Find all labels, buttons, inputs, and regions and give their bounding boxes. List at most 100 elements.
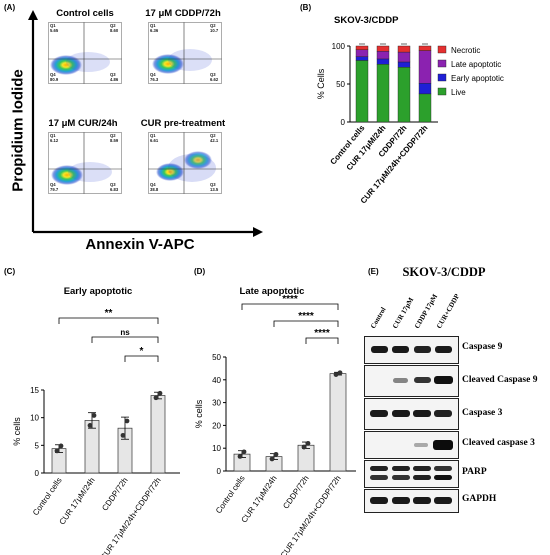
q4-label: Q4 bbox=[50, 182, 56, 187]
y-tick-label: 0 bbox=[341, 118, 346, 127]
panel-label-a: (A) bbox=[4, 3, 16, 12]
band bbox=[433, 440, 453, 450]
data-point bbox=[241, 449, 247, 455]
y-tick-label: 0 bbox=[35, 469, 40, 478]
q1-value: 5.65 bbox=[50, 27, 59, 33]
q2-label: Q2 bbox=[110, 23, 116, 28]
protein-label-gapdh: GAPDH bbox=[462, 494, 497, 504]
bar-segment bbox=[376, 58, 390, 65]
significance-bracket bbox=[124, 355, 159, 362]
bar-segment bbox=[397, 45, 411, 53]
legend-swatch bbox=[437, 59, 447, 68]
q2-value: 42.1 bbox=[210, 137, 219, 143]
flow-plot-2: Q1 6.36 Q2 10.7 Q4 76.3 Q3 6.62 bbox=[148, 22, 222, 84]
chart-title: Late apoptotic bbox=[240, 286, 305, 297]
band bbox=[392, 466, 410, 471]
significance-bracket bbox=[305, 337, 339, 344]
bar-segment bbox=[355, 49, 369, 57]
flow-plot-3: Q1 6.12 Q2 8.59 Q4 79.7 Q3 6.83 bbox=[48, 132, 122, 194]
lane-label-control: Control bbox=[369, 305, 388, 330]
band bbox=[435, 346, 452, 353]
data-point bbox=[124, 418, 130, 424]
lane-label-cur-cddp: CUR+CDDP bbox=[435, 292, 462, 330]
data-point bbox=[153, 395, 159, 401]
bar bbox=[329, 373, 347, 472]
legend-swatch bbox=[437, 87, 447, 96]
data-point bbox=[157, 390, 163, 396]
y-tick-label: 5 bbox=[35, 441, 40, 450]
y-tick-label: 15 bbox=[30, 386, 39, 395]
blot-caspase3 bbox=[364, 398, 459, 430]
bar-segment bbox=[418, 50, 432, 84]
q1-label: Q1 bbox=[50, 23, 56, 28]
significance-bracket bbox=[91, 336, 159, 343]
y-tick-label: 0 bbox=[217, 467, 222, 476]
flow-plot-title-1: Control cells bbox=[56, 8, 114, 19]
q1-label: Q1 bbox=[150, 23, 156, 28]
band bbox=[413, 497, 431, 504]
q1-value: 6.36 bbox=[150, 27, 159, 33]
flow-xlabel: Annexin V-APC bbox=[85, 236, 195, 253]
protein-label-caspase3: Caspase 3 bbox=[462, 408, 503, 418]
y-tick-label: 10 bbox=[212, 444, 221, 453]
flow-plot-title-3: 17 μM CUR/24h bbox=[48, 118, 118, 129]
bar-segment bbox=[397, 51, 411, 63]
band bbox=[414, 346, 431, 353]
q4-label: Q4 bbox=[150, 182, 156, 187]
flow-plot-title-4: CUR pre-treatment bbox=[140, 118, 226, 129]
bar bbox=[150, 395, 166, 474]
q4-label: Q4 bbox=[150, 72, 156, 77]
data-point bbox=[237, 454, 243, 459]
bar-segment bbox=[418, 93, 432, 123]
bar bbox=[297, 444, 315, 472]
x-tick-label: CUR 17μM/24h+CDDP/72h bbox=[99, 476, 163, 555]
band bbox=[392, 346, 409, 353]
q3-value: 6.83 bbox=[110, 186, 119, 192]
panel-label-b: (B) bbox=[300, 3, 312, 12]
flow-density-4 bbox=[148, 132, 222, 194]
q3-label: Q3 bbox=[110, 182, 116, 187]
q1-label: Q1 bbox=[150, 133, 156, 138]
legend-label: Early apoptotic bbox=[451, 74, 504, 83]
q3-value: 13.5 bbox=[210, 186, 219, 192]
x-tick-label: CDDP/72h bbox=[100, 476, 129, 512]
bar-segment bbox=[355, 60, 369, 123]
y-tick-label: 100 bbox=[332, 42, 346, 51]
band bbox=[413, 410, 431, 417]
band bbox=[370, 466, 388, 471]
data-point bbox=[91, 413, 97, 418]
y-axis-label: % Cells bbox=[316, 68, 326, 99]
flow-density-3 bbox=[48, 132, 122, 194]
late-apoptotic-chart: Late apoptotic 0 10 20 30 40 50 % cells Control … bbox=[194, 286, 356, 555]
q2-value: 8.60 bbox=[110, 27, 119, 33]
band bbox=[392, 410, 410, 417]
data-point bbox=[305, 441, 311, 446]
y-tick-label: 50 bbox=[212, 353, 221, 362]
chart-title: Early apoptotic bbox=[64, 286, 133, 297]
data-point bbox=[333, 372, 339, 377]
significance-label: * bbox=[140, 346, 144, 357]
q4-value: 80.9 bbox=[50, 76, 59, 82]
x-tick-label: CDDP/72h bbox=[281, 474, 310, 510]
panel-label-c: (C) bbox=[4, 267, 16, 276]
flow-plot-title-2: 17 μM CDDP/72h bbox=[145, 8, 221, 19]
data-point bbox=[273, 451, 279, 457]
q4-value: 38.8 bbox=[150, 186, 159, 192]
bar-segment bbox=[376, 45, 390, 52]
data-point bbox=[269, 456, 275, 462]
band bbox=[392, 497, 410, 504]
significance-label: **** bbox=[282, 294, 298, 305]
y-axis-label: % cells bbox=[194, 399, 204, 428]
bar-segment bbox=[355, 45, 369, 50]
early-apoptotic-chart: Early apoptotic 0 5 10 15 % cells Control cell… bbox=[12, 286, 180, 555]
flow-density-2 bbox=[148, 22, 222, 84]
protein-label-cleaved-caspase9: Cleaved Caspase 9 bbox=[462, 375, 538, 385]
protein-label-caspase9: Caspase 9 bbox=[462, 342, 503, 352]
y-tick-label: 20 bbox=[212, 421, 221, 430]
legend-label: Necrotic bbox=[451, 46, 480, 55]
band bbox=[414, 377, 431, 383]
q3-label: Q3 bbox=[110, 72, 116, 77]
significance-label: **** bbox=[298, 311, 314, 322]
significance-label: ** bbox=[105, 308, 113, 319]
